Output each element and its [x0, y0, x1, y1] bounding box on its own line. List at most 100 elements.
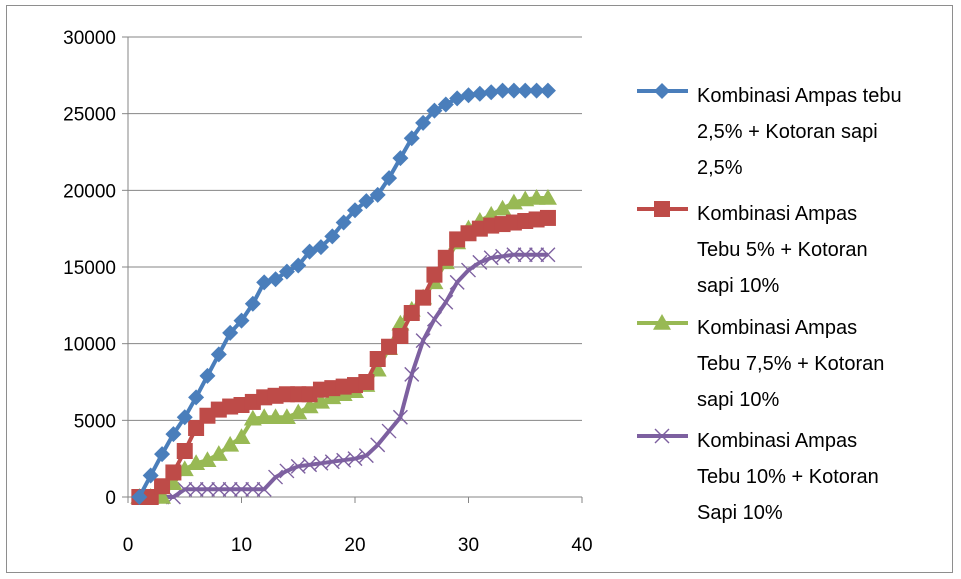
data-point	[267, 271, 284, 288]
data-point	[199, 367, 216, 384]
data-point	[188, 420, 205, 436]
data-point	[392, 150, 409, 167]
data-point	[472, 254, 488, 270]
data-point	[369, 186, 386, 203]
data-point	[517, 247, 533, 263]
data-point	[461, 262, 476, 278]
legend-marker	[654, 83, 670, 99]
data-point	[494, 82, 511, 99]
data-point	[198, 451, 217, 467]
data-point	[426, 266, 443, 283]
y-tick-label: 25000	[63, 105, 116, 126]
series-1	[131, 82, 556, 505]
data-point	[154, 446, 171, 463]
data-point	[300, 397, 319, 414]
data-point	[403, 305, 420, 321]
data-point	[529, 247, 545, 263]
data-point	[347, 202, 363, 219]
data-point	[131, 489, 148, 505]
data-point	[369, 351, 386, 367]
data-point	[415, 333, 431, 349]
data-point	[426, 311, 442, 327]
data-point	[493, 199, 512, 216]
x-tick-label: 30	[458, 535, 479, 556]
legend-label: Kombinasi Ampas tebu	[697, 85, 902, 107]
data-point	[528, 82, 545, 99]
data-point	[176, 443, 193, 459]
series-line	[137, 88, 548, 498]
data-point	[404, 366, 420, 382]
data-point	[505, 82, 522, 99]
data-point	[278, 263, 295, 280]
legend-label: Kombinasi Ampas	[697, 430, 857, 452]
y-tick-label: 0	[105, 488, 116, 509]
data-point	[312, 239, 329, 256]
data-point	[539, 82, 556, 99]
y-tick-label: 15000	[63, 258, 116, 279]
data-point	[370, 437, 386, 453]
data-point	[324, 228, 341, 245]
data-point	[234, 481, 249, 497]
data-point	[392, 409, 408, 425]
data-point	[403, 130, 420, 147]
data-point	[165, 464, 182, 481]
x-tick-label: 0	[123, 535, 134, 556]
legend-label: sapi 10%	[697, 275, 779, 297]
x-tick-label: 20	[344, 535, 365, 556]
data-point	[471, 85, 488, 102]
data-point	[381, 423, 397, 439]
data-point	[165, 426, 182, 443]
legend-label: 2,5% + Kotoran sapi	[697, 121, 878, 143]
data-point	[289, 403, 308, 420]
y-tick-label: 20000	[63, 181, 116, 202]
data-point	[538, 189, 557, 205]
data-point	[392, 328, 409, 344]
y-tick-label: 10000	[63, 335, 116, 356]
data-point	[209, 445, 228, 461]
y-tick-label: 30000	[63, 28, 116, 49]
data-point	[506, 247, 522, 263]
data-point	[221, 435, 240, 452]
data-point	[437, 249, 454, 266]
data-point	[256, 481, 272, 497]
data-point	[268, 469, 284, 485]
y-axis-tick-labels: 0 5000 10000 15000 20000 25000 30000	[63, 28, 116, 509]
data-point	[358, 374, 375, 390]
legend-label: Sapi 10%	[697, 502, 783, 524]
data-point	[232, 428, 251, 444]
data-point	[266, 408, 285, 425]
data-point	[279, 463, 295, 479]
data-point	[449, 274, 465, 290]
legend-marker	[654, 428, 670, 444]
data-point	[255, 408, 274, 425]
legend-label: Kombinasi Ampas	[697, 203, 857, 225]
data-point	[245, 481, 261, 497]
data-point	[311, 392, 330, 409]
data-point	[415, 114, 432, 131]
data-point	[244, 295, 261, 312]
legend-entry-3: Kombinasi Ampas Tebu 7,5% + Kotoran sapi 1…	[637, 314, 884, 411]
legend-entry-1: Kombinasi Ampas tebu 2,5% + Kotoran sapi 2…	[637, 83, 902, 179]
data-point	[460, 87, 477, 104]
legend-marker	[653, 314, 671, 330]
legend-label: Tebu 7,5% + Kotoran	[697, 353, 884, 375]
data-point	[142, 467, 159, 484]
data-point	[335, 214, 352, 231]
data-point	[347, 451, 363, 467]
legend-entry-4: Kombinasi Ampas Tebu 10% + Kotoran Sapi 10…	[637, 428, 879, 524]
legend-entry-2: Kombinasi Ampas Tebu 5% + Kotoran sapi 10%	[637, 201, 868, 297]
data-point	[437, 96, 454, 113]
data-point	[210, 346, 227, 363]
data-point	[517, 82, 534, 99]
legend-label: 2,5%	[697, 157, 743, 179]
x-tick-label: 10	[231, 535, 252, 556]
x-tick-label: 40	[571, 535, 592, 556]
data-point	[199, 481, 215, 497]
data-point	[277, 408, 296, 425]
legend-label: Tebu 5% + Kotoran	[697, 239, 868, 261]
data-point	[188, 481, 204, 497]
legend: Kombinasi Ampas tebu 2,5% + Kotoran sapi 2…	[637, 83, 902, 524]
data-point	[438, 294, 454, 310]
y-tick-label: 5000	[74, 411, 116, 432]
